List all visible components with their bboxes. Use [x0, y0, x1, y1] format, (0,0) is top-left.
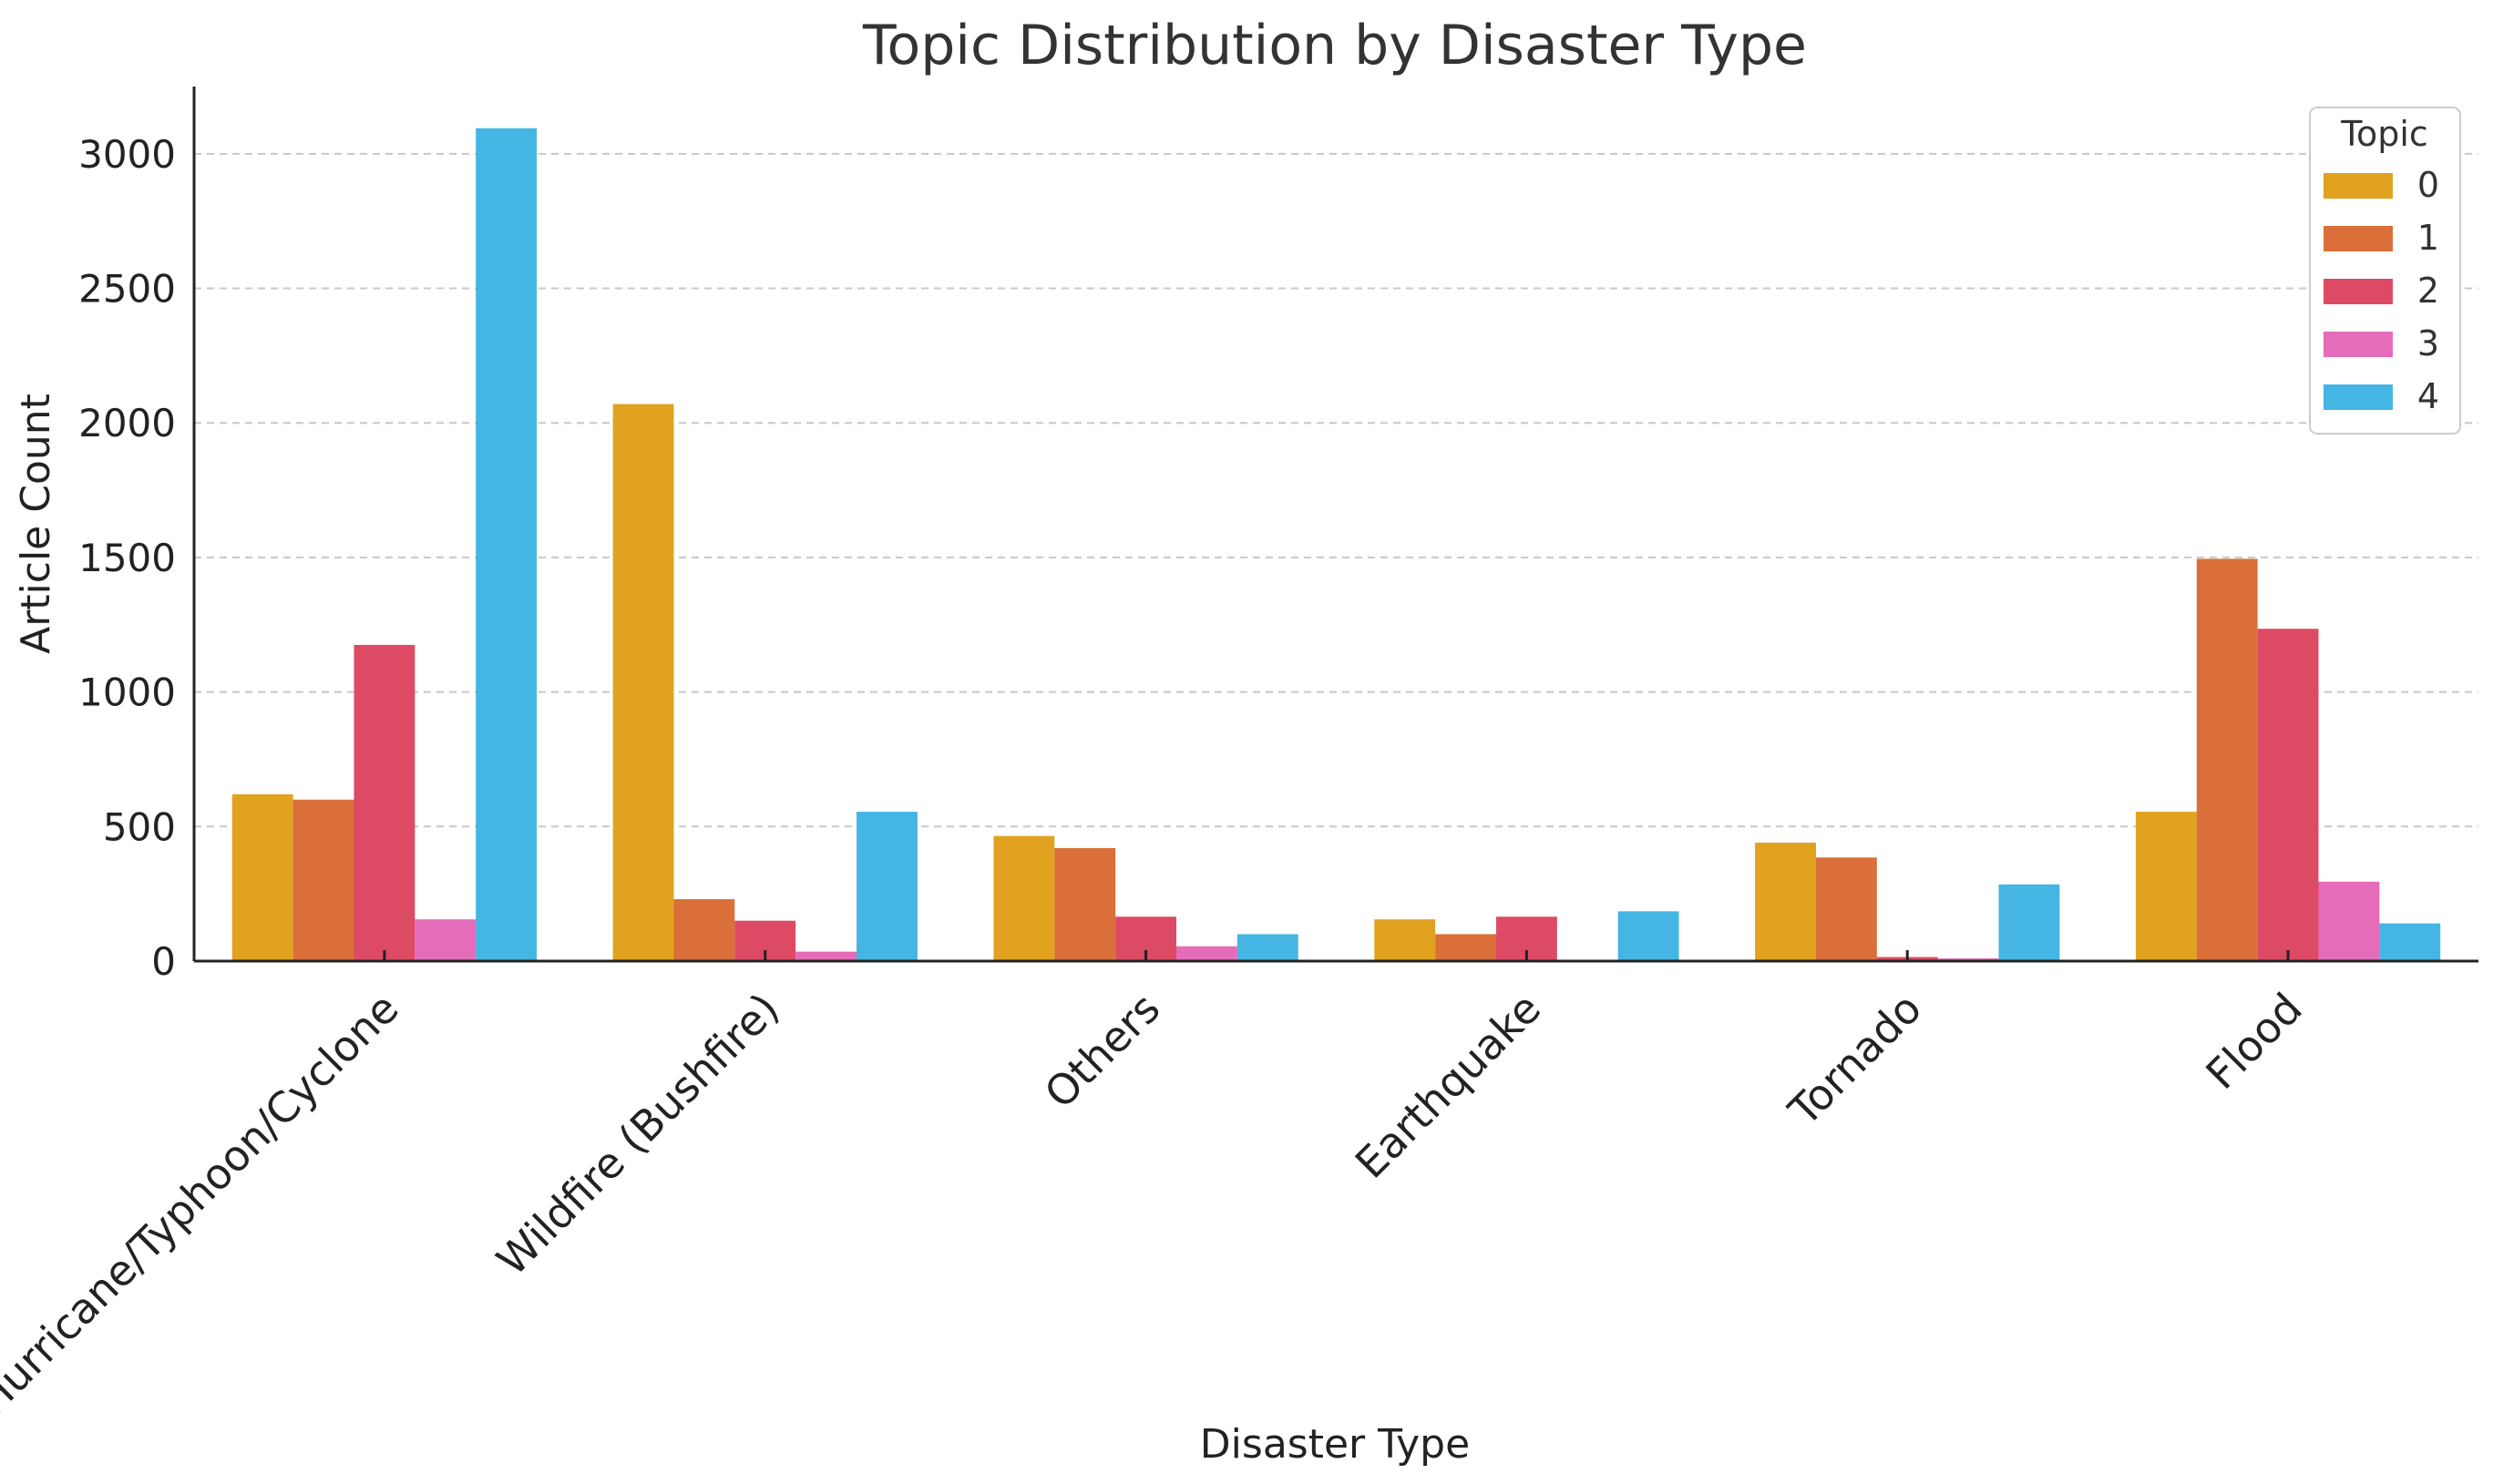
y-axis-label: Article Count: [13, 394, 59, 654]
bar-topic-0: [1755, 843, 1816, 961]
x-tick-labels: Hurricane/Typhoon/Cyclone Wildfire (Bushf…: [0, 950, 2312, 1425]
gridlines: [194, 152, 2478, 828]
x-tick-label: Hurricane/Typhoon/Cyclone: [0, 984, 408, 1425]
bar-topic-0: [231, 793, 293, 961]
legend-label-topic-0: 0: [2417, 165, 2439, 205]
y-tick-label: 0: [151, 939, 176, 984]
legend-title: Topic: [2340, 114, 2428, 154]
legend-swatch-topic-2: [2324, 279, 2393, 304]
bar-topic-3: [795, 951, 857, 961]
y-tick-label: 2500: [78, 267, 176, 312]
bar-topic-3: [415, 919, 477, 961]
bar-topic-0: [612, 404, 674, 961]
bar-topic-4: [2379, 923, 2441, 961]
legend-label-topic-2: 2: [2417, 271, 2439, 311]
bar-topic-1: [1435, 934, 1496, 961]
bar-topic-3: [2318, 881, 2380, 961]
bar-topic-4: [1617, 911, 1679, 961]
x-tick-label: Wildfire (Bushfire): [487, 984, 789, 1285]
bar-topic-1: [292, 799, 354, 961]
legend-swatch-topic-4: [2324, 384, 2393, 410]
bar-topic-1: [673, 899, 735, 961]
y-tick-label: 3000: [78, 132, 176, 177]
bar-topic-2: [2257, 629, 2319, 961]
y-tick-label: 1500: [78, 536, 176, 580]
y-tick-labels: 0 500 1000 1500 2000 2500 3000: [78, 132, 176, 984]
bar-topic-4: [1998, 884, 2060, 961]
bar-topic-1: [2196, 558, 2258, 961]
x-tick-label: Others: [1035, 984, 1169, 1118]
x-tick-label: Flood: [2196, 984, 2311, 1099]
legend-label-topic-1: 1: [2417, 218, 2439, 258]
bar-topic-2: [354, 644, 416, 961]
bar-topic-0: [1374, 919, 1436, 961]
legend-label-topic-3: 3: [2417, 323, 2439, 363]
bar-topic-1: [1815, 857, 1877, 961]
chart-title: Topic Distribution by Disaster Type: [862, 14, 1807, 77]
bar-topic-0: [2135, 812, 2197, 961]
y-tick-label: 2000: [78, 401, 176, 445]
legend: Topic 0 1 2 3 4: [2309, 107, 2461, 435]
x-axis-label: Disaster Type: [1200, 1421, 1470, 1468]
bar-topic-4: [476, 128, 538, 962]
legend-swatch-topic-1: [2324, 226, 2393, 251]
y-tick-label: 1000: [78, 670, 176, 715]
legend-label-topic-4: 4: [2417, 376, 2439, 416]
x-tick-label: Earthquake: [1346, 984, 1550, 1188]
y-tick-label: 500: [103, 804, 176, 849]
legend-swatch-topic-3: [2324, 332, 2393, 357]
legend-swatch-topic-0: [2324, 173, 2393, 199]
bar-topic-0: [993, 835, 1055, 961]
bar-topic-4: [1236, 934, 1298, 961]
x-tick-label: Tornado: [1779, 984, 1931, 1136]
bar-topic-4: [857, 812, 918, 961]
bar-topic-3: [1176, 946, 1237, 961]
axes: [192, 87, 2478, 963]
bars: [231, 128, 2441, 962]
bar-topic-1: [1054, 847, 1116, 961]
